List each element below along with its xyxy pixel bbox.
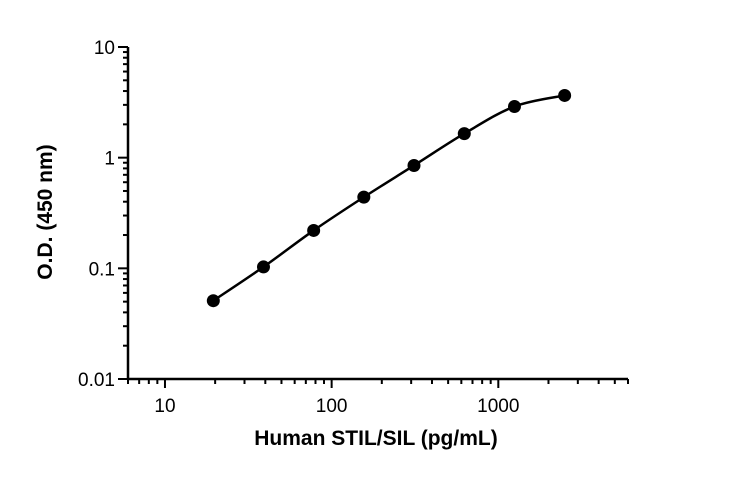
x-tick-label: 10 xyxy=(154,396,175,417)
series-layer xyxy=(206,88,572,308)
data-point xyxy=(307,223,321,237)
x-tick-label: 1000 xyxy=(477,396,519,417)
y-axis-title: O.D. (450 nm) xyxy=(34,144,57,279)
x-tick-label: 100 xyxy=(316,396,348,417)
data-point xyxy=(357,190,371,204)
y-tick-label: 0.01 xyxy=(78,370,115,391)
data-point xyxy=(407,158,421,172)
data-point xyxy=(256,260,270,274)
data-point xyxy=(507,99,521,113)
x-axis-title: Human STIL/SIL (pg/mL) xyxy=(254,427,497,450)
data-point xyxy=(457,127,471,141)
y-tick-label: 0.1 xyxy=(89,259,115,280)
y-tick-label: 1 xyxy=(104,149,115,170)
data-point xyxy=(558,88,572,102)
y-axis: 0.01 0.1 1 10 xyxy=(78,38,130,391)
data-point xyxy=(206,294,220,308)
x-axis: 10 100 1000 xyxy=(127,377,629,417)
y-tick-label: 10 xyxy=(94,38,115,59)
